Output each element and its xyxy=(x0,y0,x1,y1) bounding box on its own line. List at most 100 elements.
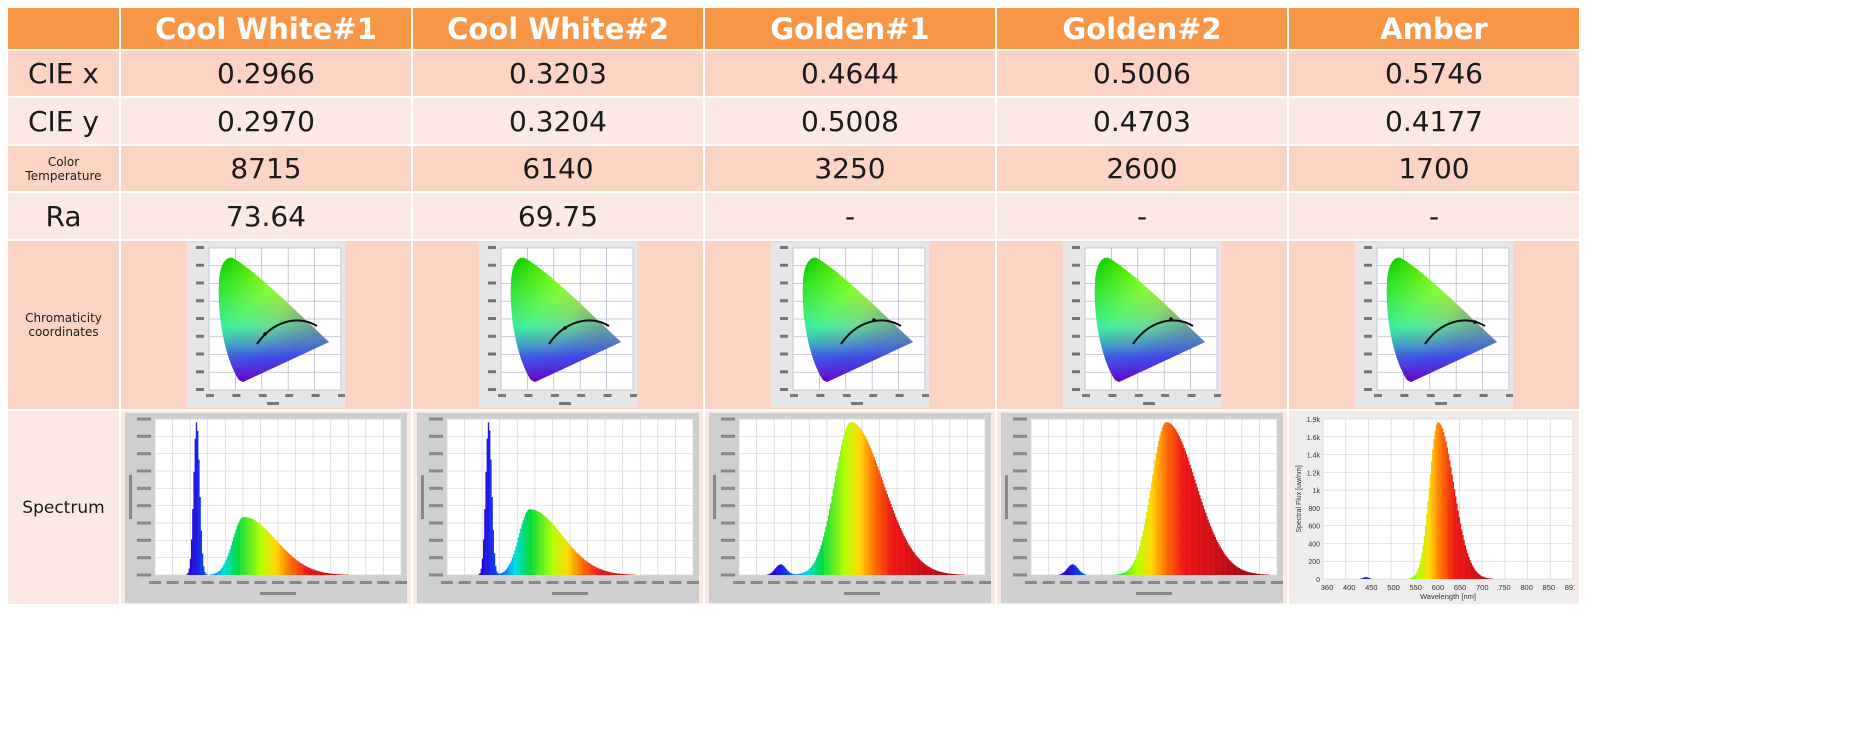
x-tick-label-glyph xyxy=(1271,580,1283,584)
spectrum-band xyxy=(617,573,619,575)
spectrum-band xyxy=(240,518,242,575)
spectrum-band xyxy=(920,560,922,575)
spectrum-band xyxy=(931,567,933,575)
spectrum-band xyxy=(1440,425,1442,579)
spectrum-band xyxy=(303,564,306,575)
y-tick-label-glyph xyxy=(1013,503,1027,507)
y-tick-label-glyph xyxy=(1013,538,1027,542)
y-tick-label-glyph xyxy=(721,521,735,524)
spectrum-band xyxy=(276,540,278,575)
x-tick-label-glyph xyxy=(922,394,929,397)
spectrum-band xyxy=(496,570,498,575)
spectrum-band xyxy=(1121,573,1123,575)
x-tick-label-glyph xyxy=(1134,394,1143,397)
spectrum-band xyxy=(1257,573,1260,575)
spectrum-band xyxy=(890,503,892,575)
spectrum-band xyxy=(1209,525,1212,575)
spectrum-band xyxy=(301,563,303,575)
spectrum-band xyxy=(509,562,511,575)
spectrum-band xyxy=(767,573,770,575)
x-axis-title-glyph xyxy=(260,591,296,595)
spectrum-band xyxy=(616,572,618,575)
spectrum-band xyxy=(887,496,890,575)
spectrum-band xyxy=(610,571,612,575)
spectrum-band xyxy=(1067,567,1069,575)
spectrum-band xyxy=(546,517,548,575)
row-label-cie-x: CIE x xyxy=(8,51,119,96)
spectrum-band xyxy=(833,482,836,575)
spectrum-band xyxy=(1151,482,1153,575)
y-tick-label-glyph xyxy=(721,417,735,420)
spectrum-band xyxy=(499,573,502,575)
y-tick-label-glyph xyxy=(488,281,496,285)
spectrum-band xyxy=(295,559,297,575)
spectrum-band xyxy=(796,573,798,575)
spectrum-band xyxy=(580,555,582,575)
spectrum-band xyxy=(907,542,909,575)
y-tick-label-glyph xyxy=(1364,334,1372,338)
color-temperature-value: 6140 xyxy=(413,146,703,191)
spectrum-band xyxy=(1419,563,1421,579)
spectrum-band xyxy=(849,421,851,575)
spectrum-band xyxy=(808,568,810,575)
spectrum-band xyxy=(231,541,234,575)
y-tick-label-glyph xyxy=(1364,299,1372,303)
column-header-cool-white-1: Cool White#1 xyxy=(121,8,411,49)
spectrum-band xyxy=(795,573,797,575)
spectrum-band xyxy=(1214,536,1216,575)
spectrum-band xyxy=(783,565,785,575)
spectrum-band xyxy=(586,560,588,575)
spectrum-band xyxy=(308,567,310,575)
row-label-line: coordinates xyxy=(28,325,99,339)
spectrum-band xyxy=(869,447,872,575)
spectrum-band xyxy=(1122,572,1124,575)
spectrum-band xyxy=(1149,489,1152,575)
spectrum-band xyxy=(613,572,616,575)
spectrum-band xyxy=(520,528,522,575)
spectrum-band xyxy=(926,565,928,575)
spectrum-band xyxy=(1145,518,1147,575)
x-tick-label-glyph xyxy=(1095,580,1108,584)
spectrum-band xyxy=(203,565,205,575)
spectrum-band xyxy=(1205,512,1207,575)
spectrum-band xyxy=(836,468,838,575)
spectrum-band xyxy=(1229,559,1231,575)
spectrum-band xyxy=(275,539,277,575)
spectrum-band xyxy=(1059,573,1062,575)
spectrum-band xyxy=(511,557,514,575)
spectrum-band xyxy=(1068,566,1070,575)
x-axis-title-glyph xyxy=(1435,402,1447,405)
spectrum-band xyxy=(484,508,486,575)
x-tick-label-glyph xyxy=(790,394,798,397)
spectrum-band xyxy=(629,574,631,575)
spectrum-band xyxy=(516,541,518,575)
spectrum-band xyxy=(1187,457,1189,575)
y-tick-label-glyph xyxy=(1072,281,1080,285)
spectrum-band xyxy=(1189,464,1191,575)
spectrum-band xyxy=(236,525,238,575)
spectrum-band xyxy=(497,572,499,575)
spectrum-band xyxy=(297,560,300,575)
spectrum-band xyxy=(204,571,206,575)
spectrum-band xyxy=(192,508,194,575)
spectrum-band xyxy=(1124,571,1126,575)
spectrum-band xyxy=(294,558,296,575)
spectrum-band xyxy=(1248,571,1250,575)
row-label-color-temperature: Color Temperature xyxy=(8,146,119,191)
spectrum-band xyxy=(1244,570,1246,575)
spectrum-band xyxy=(495,565,497,575)
spectrum-band xyxy=(815,557,818,575)
spectrum-band xyxy=(508,565,510,575)
y-tick-label-glyph xyxy=(488,370,496,374)
spectrum-band xyxy=(249,517,252,575)
y-tick-label: 0 xyxy=(1316,577,1320,584)
spectrum-band xyxy=(611,572,613,575)
spectrum-band xyxy=(505,568,508,575)
x-tick-label-glyph xyxy=(1400,394,1409,397)
spectrum-band xyxy=(1441,427,1444,579)
spectrum-band xyxy=(593,565,595,575)
spectrum-band xyxy=(1075,565,1077,575)
y-tick-label-glyph xyxy=(137,486,151,490)
spectrum-band xyxy=(843,434,845,575)
spectrum-band xyxy=(951,573,953,575)
